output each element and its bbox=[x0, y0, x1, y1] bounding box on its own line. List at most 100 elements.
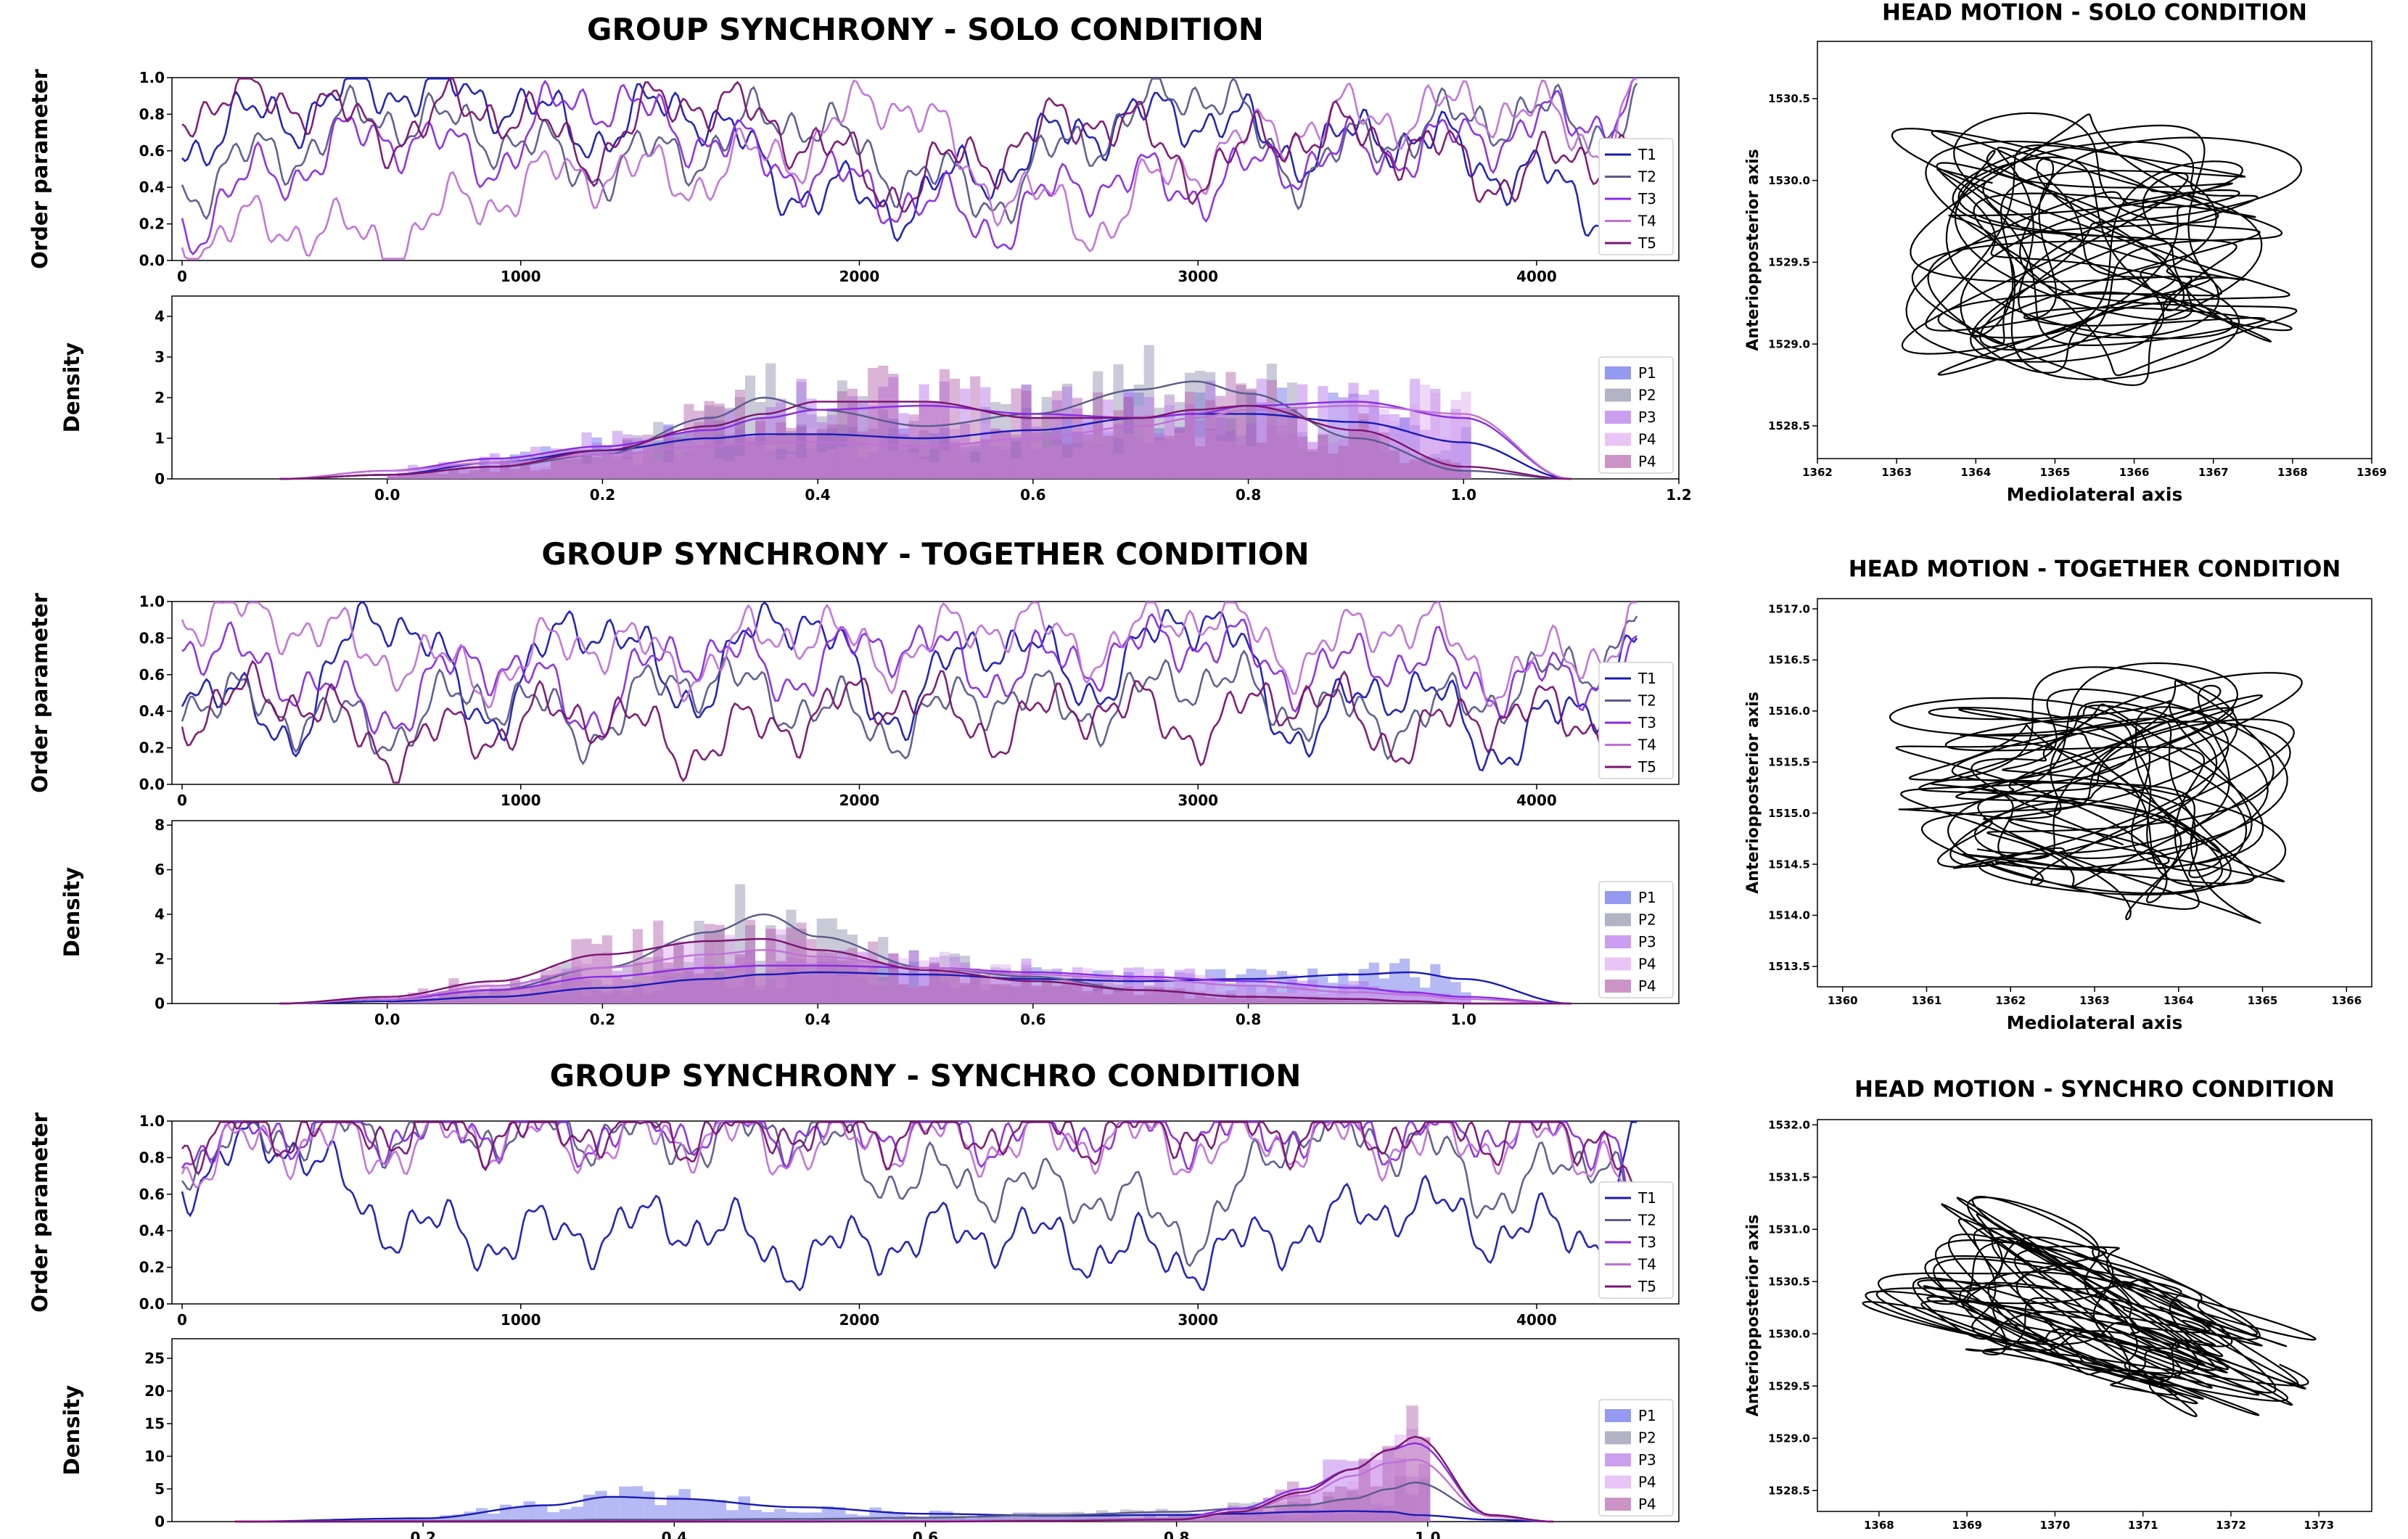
hist-bar-P1 bbox=[1185, 411, 1196, 479]
hist-bar-P1 bbox=[724, 988, 735, 1004]
hist-bar-P4 bbox=[428, 472, 439, 479]
hist-bar-P4 bbox=[755, 418, 766, 479]
hist-bar-P3 bbox=[816, 959, 827, 1004]
hist-bar-P4 bbox=[612, 455, 622, 479]
hist-bar-P4 bbox=[1041, 414, 1052, 479]
hist-bar-P4 bbox=[1460, 471, 1471, 479]
hist-bar-P4 bbox=[1133, 995, 1144, 1004]
hist-bar-P2 bbox=[847, 401, 858, 479]
hist-bar-P1 bbox=[663, 976, 674, 1004]
y-tick-label: 5 bbox=[155, 1480, 165, 1498]
hist-bar-P2 bbox=[1287, 996, 1298, 1004]
x-tick-label: 0.6 bbox=[1020, 1011, 1045, 1028]
hist-bar-P4 bbox=[1287, 1481, 1299, 1522]
hist-bar-P3 bbox=[1450, 409, 1461, 479]
x-tick-label: 1000 bbox=[501, 1311, 541, 1329]
hist-bar-P4 bbox=[888, 972, 899, 1004]
hist-bar-P2 bbox=[1225, 407, 1236, 479]
x-tick-label: 0.8 bbox=[1164, 1529, 1189, 1539]
hist-bar-P4 bbox=[745, 919, 756, 1004]
kde-line-P4 bbox=[279, 937, 1571, 1005]
hist-bar-P3 bbox=[418, 470, 429, 479]
hist-bar-P1 bbox=[796, 424, 807, 479]
y-tick-label: 20 bbox=[144, 1382, 165, 1400]
hist-bar-P1 bbox=[1024, 1513, 1037, 1522]
hist-bar-P1 bbox=[980, 431, 991, 479]
hist-bar-P4 bbox=[1382, 1491, 1394, 1522]
hist-bar-P2 bbox=[1011, 975, 1022, 1004]
hist-bar-P2 bbox=[816, 918, 827, 1004]
hist-bar-P4 bbox=[1113, 454, 1124, 479]
hist-bar-P4 bbox=[1368, 433, 1379, 479]
legend-entry: T5 bbox=[1637, 1278, 1656, 1295]
hist-bar-P4 bbox=[1093, 983, 1104, 1004]
hist-bar-P2 bbox=[489, 465, 500, 479]
hist-bar-P1 bbox=[397, 472, 408, 479]
hist-bar-P1 bbox=[1318, 446, 1328, 479]
hist-bar-P4 bbox=[776, 459, 786, 479]
hist-bar-P4 bbox=[663, 436, 674, 479]
hist-bar-P4 bbox=[1287, 406, 1298, 479]
hist-bar-P1 bbox=[1041, 978, 1052, 1004]
legend-entry: T3 bbox=[1637, 1234, 1656, 1251]
hist-bar-P2 bbox=[643, 975, 654, 1004]
y-tick-label: 0.4 bbox=[139, 702, 165, 720]
legend-entry: T2 bbox=[1637, 168, 1656, 186]
synchro-order-panel: GROUP SYNCHRONY - SYNCHRO CONDITION 0 1000… bbox=[28, 1058, 1680, 1329]
legend-box bbox=[1598, 662, 1674, 779]
hist-bar-P1 bbox=[1011, 440, 1022, 479]
hist-bar-P4 bbox=[1143, 415, 1154, 479]
hist-bar-P1 bbox=[440, 1515, 452, 1522]
hist-bar-P3 bbox=[1113, 980, 1124, 1004]
hist-bar-P1 bbox=[653, 990, 664, 1004]
hist-bar-P2 bbox=[1072, 443, 1083, 479]
x-tick-label: 1364 bbox=[1960, 466, 1991, 479]
hist-bar-P3 bbox=[1276, 425, 1287, 479]
hist-bar-P4 bbox=[653, 443, 664, 479]
series-line-T1 bbox=[181, 1121, 1637, 1292]
hist-bar-P4 bbox=[1021, 420, 1032, 479]
hist-bar-P4 bbox=[1347, 1490, 1359, 1522]
x-tick-label: 0.2 bbox=[590, 486, 615, 504]
hist-bar-P4 bbox=[847, 948, 858, 1004]
x-tick-label: 2000 bbox=[839, 1311, 880, 1329]
hist-bar-P1 bbox=[868, 985, 879, 1004]
hist-bar-P4 bbox=[1203, 1517, 1216, 1522]
hist-bar-P4 bbox=[633, 929, 644, 1004]
y-tick-label: 1529.0 bbox=[1768, 1432, 1810, 1445]
hist-bar-P4 bbox=[776, 422, 786, 479]
hist-bar-P2 bbox=[878, 409, 889, 479]
x-tick-label: 1.0 bbox=[1451, 486, 1476, 504]
hist-bar-P4 bbox=[1103, 429, 1114, 479]
hist-bar-P3 bbox=[1256, 992, 1267, 1004]
hist-bar-P2 bbox=[448, 469, 459, 479]
hist-bar-P2 bbox=[1123, 992, 1134, 1004]
hist-bar-P3 bbox=[1031, 984, 1042, 1004]
hist-bar-P4 bbox=[1021, 390, 1032, 479]
hist-bar-P3 bbox=[868, 405, 879, 479]
hist-bar-P4 bbox=[1133, 406, 1144, 479]
hist-bar-P4 bbox=[1000, 984, 1011, 1004]
hist-bar-P4 bbox=[755, 444, 766, 479]
hist-bar-P4 bbox=[1338, 446, 1349, 479]
hist-bar-P2 bbox=[1263, 1513, 1275, 1522]
hist-bar-P4 bbox=[1287, 998, 1298, 1004]
legend-entry: T2 bbox=[1637, 1212, 1656, 1229]
hist-bar-P4 bbox=[1082, 990, 1093, 1004]
legend-swatch bbox=[1605, 432, 1631, 446]
hist-bar-P1 bbox=[888, 961, 899, 1004]
hist-bar-P4 bbox=[1051, 986, 1062, 1004]
legend-swatch bbox=[1605, 455, 1631, 468]
hist-bar-P4 bbox=[1180, 1519, 1192, 1522]
head-trajectory bbox=[1889, 662, 2303, 924]
legend-entry: P1 bbox=[1638, 364, 1656, 382]
y-tick-label: 1529.0 bbox=[1768, 337, 1810, 350]
hist-bar-P2 bbox=[821, 1518, 834, 1522]
hist-bar-P4 bbox=[939, 971, 950, 1004]
hist-bar-P4 bbox=[1287, 418, 1298, 479]
x-tick-label: 0.8 bbox=[1236, 1011, 1261, 1028]
hist-bar-P4 bbox=[1266, 993, 1277, 1004]
hist-bar-P4 bbox=[734, 951, 745, 1004]
hist-bar-P3 bbox=[673, 982, 684, 1004]
hist-bar-P4 bbox=[1093, 991, 1104, 1004]
